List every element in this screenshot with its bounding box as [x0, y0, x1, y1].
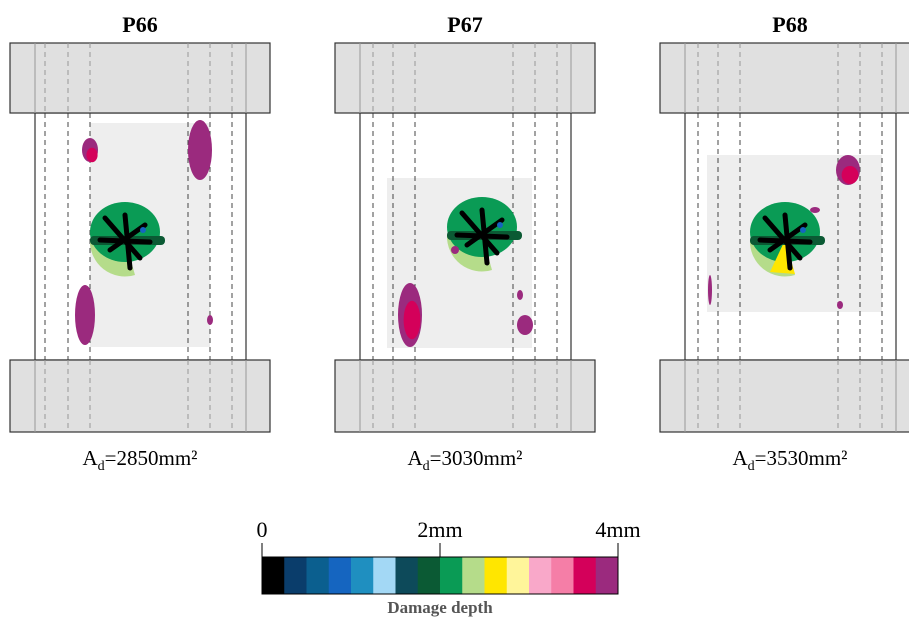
damage-edge: [837, 301, 843, 309]
specimen-panel: P66 Ad=2850mm²: [10, 12, 270, 474]
area-subscript: d: [748, 459, 755, 474]
colorbar-swatch: [507, 557, 530, 594]
damage-edge: [517, 290, 523, 300]
panel-title: P66: [122, 12, 157, 37]
panel-title: P67: [447, 12, 482, 37]
colorbar-swatch: [529, 557, 552, 594]
damage-blue: [800, 227, 806, 233]
clamp: [335, 360, 595, 432]
specimen-panel: P67 Ad=3030mm²: [335, 12, 595, 474]
colorbar-swatch: [462, 557, 485, 594]
area-value: =3530mm²: [755, 446, 848, 470]
colorbar-swatch: [307, 557, 330, 594]
area-value: =3030mm²: [430, 446, 523, 470]
clamp: [660, 360, 909, 432]
damage-core: [760, 240, 810, 242]
colorbar-swatch: [351, 557, 374, 594]
damage-edge: [188, 120, 212, 180]
area-label: Ad=2850mm²: [83, 446, 198, 474]
damage-edge: [451, 246, 459, 254]
clamp: [335, 43, 595, 113]
clamp: [10, 43, 270, 113]
damage-edge: [75, 285, 95, 345]
clamp: [660, 43, 909, 113]
figure: P66Ad=2850mm²P67Ad=3030mm²P68Ad=3530mm²0…: [0, 0, 909, 620]
colorbar-tick-label: 0: [257, 517, 268, 542]
colorbar-tick-label: 4mm: [595, 517, 640, 542]
colorbar-swatch: [440, 557, 463, 594]
damage-core: [457, 235, 507, 237]
damage-edge: [842, 166, 859, 184]
damage-edge: [207, 315, 213, 325]
area-value: =2850mm²: [105, 446, 198, 470]
clamp: [10, 360, 270, 432]
specimen-panel: P68 Ad=3530mm²: [660, 12, 909, 474]
colorbar-swatch: [396, 557, 419, 594]
colorbar-swatch: [329, 557, 352, 594]
colorbar-swatch: [373, 557, 396, 594]
colorbar-tick-label: 2mm: [417, 517, 462, 542]
area-symbol: A: [408, 446, 424, 470]
colorbar-swatch: [574, 557, 597, 594]
area-symbol: A: [83, 446, 99, 470]
damage-core: [100, 240, 150, 242]
area-symbol: A: [733, 446, 749, 470]
colorbar-swatch: [262, 557, 285, 594]
area-label: Ad=3530mm²: [733, 446, 848, 474]
damage-edge: [517, 315, 533, 335]
area-subscript: d: [98, 459, 105, 474]
damage-blue: [497, 222, 503, 228]
area-label: Ad=3030mm²: [408, 446, 523, 474]
damage-edge: [708, 275, 712, 305]
colorbar-title: Damage depth: [387, 598, 493, 617]
colorbar-swatch: [485, 557, 508, 594]
colorbar-swatch: [284, 557, 307, 594]
damage-edge: [86, 148, 97, 162]
area-subscript: d: [423, 459, 430, 474]
colorbar-swatch: [551, 557, 574, 594]
colorbar-swatch: [418, 557, 441, 594]
colorbar-swatch: [596, 557, 619, 594]
damage-blue: [140, 227, 146, 233]
damage-edge: [810, 207, 820, 213]
damage-edge: [404, 301, 421, 339]
panel-title: P68: [772, 12, 807, 37]
